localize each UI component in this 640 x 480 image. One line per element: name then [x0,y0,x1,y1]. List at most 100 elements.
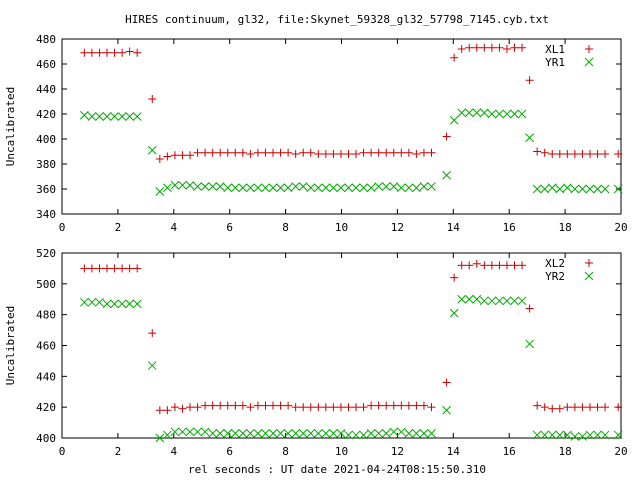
data-point [269,148,278,157]
data-point [532,184,542,194]
data-point [238,148,247,157]
data-point [253,401,262,410]
data-point [502,45,511,53]
data-point [570,184,580,194]
data-point [397,148,406,157]
data-point [374,429,384,438]
data-point [351,430,361,440]
data-point [578,184,587,194]
data-point [223,429,233,438]
data-point [562,183,572,193]
data-point [253,148,262,157]
data-point [374,148,383,157]
data-point [487,109,497,119]
data-point [201,148,210,157]
data-point [585,184,595,194]
data-point [472,108,482,118]
data-point [540,184,550,194]
data-point [510,261,519,270]
data-point [412,429,421,438]
data-point [313,429,323,438]
data-point [344,430,353,440]
y-tick-label: 480 [36,309,56,322]
data-point [404,429,414,438]
data-point [449,115,459,125]
data-point [404,401,413,410]
data-point [298,182,308,191]
y-tick-label: 480 [36,33,56,46]
data-point [87,297,97,307]
data-point [193,427,202,437]
data-point [95,112,104,121]
y-tick-label: 400 [36,432,56,445]
x-tick-label: 0 [59,445,66,458]
data-point [178,151,187,160]
data-point [495,109,504,119]
data-point [110,112,119,121]
y-tick-label: 440 [36,83,56,96]
plot-frame [61,252,622,439]
data-point [269,401,278,410]
data-point [352,150,361,158]
data-point [547,183,557,193]
data-point [427,182,436,191]
data-point [170,403,179,412]
data-point [374,401,383,410]
data-point [185,180,195,190]
data-point [389,401,398,410]
data-point [148,329,157,338]
data-point [367,401,376,410]
data-point [283,183,293,193]
x-tick-label: 20 [614,445,627,458]
data-point [148,95,157,103]
data-point [230,183,240,193]
data-point [472,43,481,52]
data-point [291,429,301,438]
legend-label: XL2 [545,257,565,270]
x-tick-label: 2 [115,445,122,458]
x-tick-label: 4 [170,445,177,458]
data-point [321,150,330,158]
data-point [601,403,610,412]
data-point [80,264,89,273]
data-point [465,261,474,270]
data-point [170,427,180,437]
data-point [253,183,263,193]
data-point [238,183,248,193]
legend-marker [585,45,593,53]
data-point [502,261,511,270]
data-point [80,297,89,307]
data-point [442,132,451,141]
data-point [261,401,270,410]
data-point [110,299,119,309]
x-tick-label: 6 [226,445,233,458]
data-point [502,296,512,306]
y-axis-label: Uncalibrated [4,306,17,385]
data-point [314,403,323,412]
data-point [540,430,550,440]
x-tick-label: 14 [447,445,461,458]
data-point [118,264,127,273]
data-point [613,184,623,194]
x-tick-label: 0 [59,221,66,234]
data-point [163,406,172,415]
data-point [465,43,474,52]
bottom-chart-panel: 0 2 4 6 8 10 12 14 16 18 20 400 420 440 460 480 500 520 Un… [4,247,628,458]
data-point [419,401,428,410]
data-point [613,430,623,440]
data-point [178,404,187,413]
data-point [336,150,345,158]
data-point [570,403,579,412]
data-point [563,403,572,412]
data-point [548,404,557,413]
data-point [585,150,594,158]
data-point [284,401,293,410]
data-point [223,183,233,193]
data-point [427,148,436,157]
series-YR1 [80,108,623,196]
data-point [87,112,97,121]
data-point [517,109,527,119]
data-point [578,403,587,412]
data-point [110,264,119,273]
data-point [261,429,270,438]
